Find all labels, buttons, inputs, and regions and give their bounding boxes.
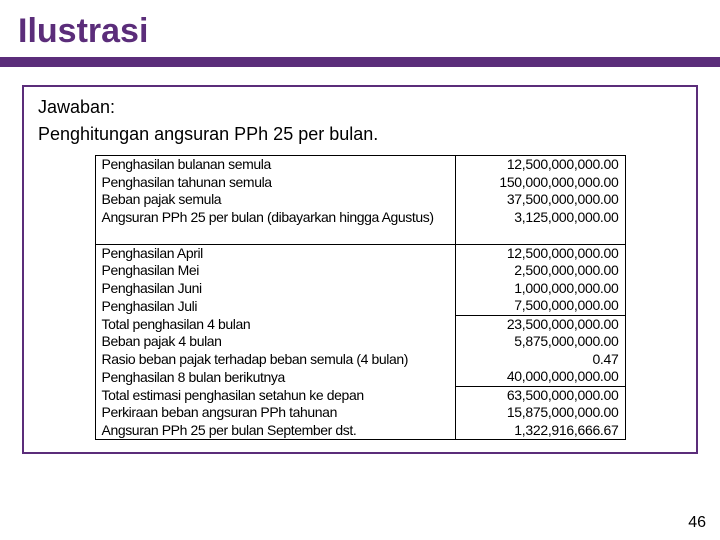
table-row-label: Rasio beban pajak terhadap beban semula … [95, 351, 455, 369]
table-row-value: 2,500,000,000.00 [455, 262, 625, 280]
table-row-label: Perkiraan beban angsuran PPh tahunan [95, 404, 455, 422]
table-row-value: 12,500,000,000.00 [455, 244, 625, 262]
table-row-label: Total estimasi penghasilan setahun ke de… [95, 386, 455, 404]
answer-label: Jawaban: [38, 97, 682, 118]
table-row-label: Penghasilan April [95, 244, 455, 262]
table-row-value: 7,500,000,000.00 [455, 297, 625, 315]
table-row-label: Total penghasilan 4 bulan [95, 315, 455, 333]
table-row-label: Angsuran PPh 25 per bulan September dst. [95, 422, 455, 440]
table-row-value: 63,500,000,000.00 [455, 386, 625, 404]
table-row-value: 5,875,000,000.00 [455, 333, 625, 351]
table-row-label: Penghasilan Mei [95, 262, 455, 280]
table-row-label: Beban pajak 4 bulan [95, 333, 455, 351]
table-row-value: 37,500,000,000.00 [455, 191, 625, 209]
table-row-label: Penghasilan 8 bulan berikutnya [95, 368, 455, 386]
table-row-value: 0.47 [455, 351, 625, 369]
table-row-label: Angsuran PPh 25 per bulan (dibayarkan hi… [95, 209, 455, 227]
table-row-label: Penghasilan tahunan semula [95, 174, 455, 192]
table-row-value: 150,000,000,000.00 [455, 174, 625, 192]
table-row-label: Penghasilan Juni [95, 280, 455, 298]
title-underline [0, 57, 720, 67]
table-row-value: 40,000,000,000.00 [455, 368, 625, 386]
table-row-value: 15,875,000,000.00 [455, 404, 625, 422]
calculation-table: Penghasilan bulanan semula12,500,000,000… [95, 155, 626, 440]
table-row-label: Beban pajak semula [95, 191, 455, 209]
table-row-value: 3,125,000,000.00 [455, 209, 625, 227]
answer-subtitle: Penghitungan angsuran PPh 25 per bulan. [38, 124, 682, 145]
table-row-value: 23,500,000,000.00 [455, 315, 625, 333]
slide-title: Ilustrasi [0, 0, 720, 57]
table-row-label: Penghasilan Juli [95, 297, 455, 315]
table-row-label: Penghasilan bulanan semula [95, 156, 455, 174]
table-row-value: 1,322,916,666.67 [455, 422, 625, 440]
content-panel: Jawaban: Penghitungan angsuran PPh 25 pe… [22, 85, 698, 454]
page-number: 46 [688, 514, 706, 532]
table-row-value: 12,500,000,000.00 [455, 156, 625, 174]
table-row-value: 1,000,000,000.00 [455, 280, 625, 298]
